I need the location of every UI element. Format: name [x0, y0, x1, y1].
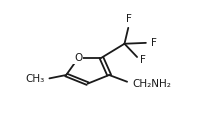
Text: CH₃: CH₃ — [26, 74, 45, 84]
Text: CH₂NH₂: CH₂NH₂ — [132, 79, 171, 89]
Text: F: F — [140, 55, 146, 65]
Text: F: F — [151, 38, 156, 48]
Text: O: O — [74, 53, 83, 63]
Text: F: F — [126, 14, 132, 24]
